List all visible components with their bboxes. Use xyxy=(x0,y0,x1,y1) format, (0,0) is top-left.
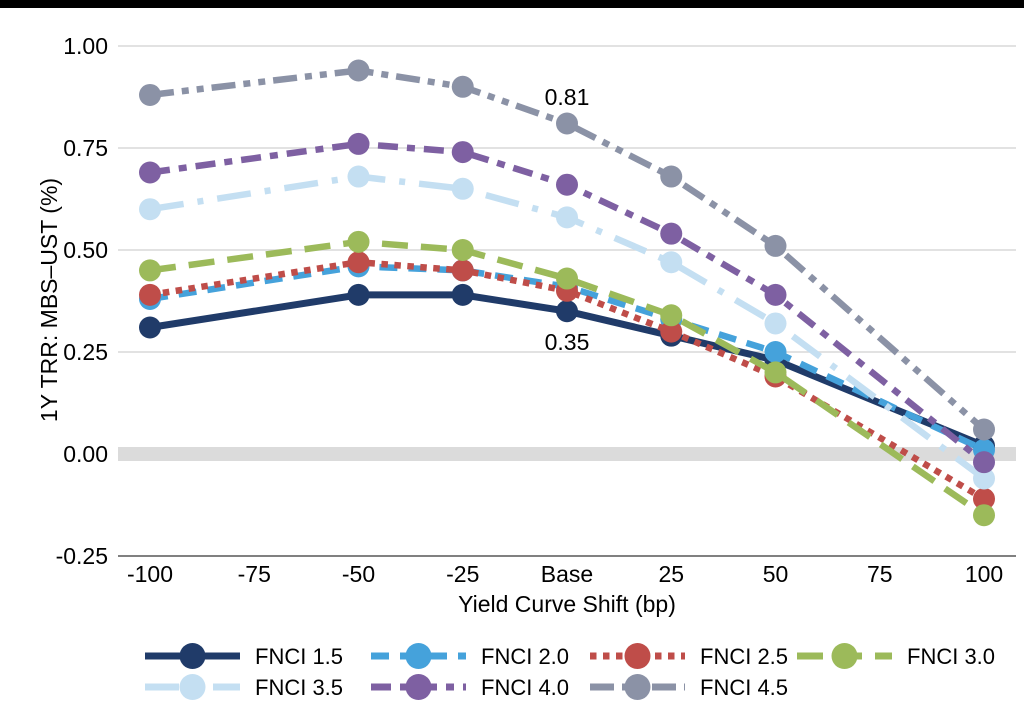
series-marker-fnci-4-5 xyxy=(451,75,474,98)
series-marker-fnci-1-5 xyxy=(556,300,578,323)
series-marker-fnci-2-5 xyxy=(347,251,370,274)
series-marker-fnci-4-5 xyxy=(973,418,995,441)
series-marker-fnci-4-0 xyxy=(764,283,787,306)
legend-label-fnci-4-5: FNCI 4.5 xyxy=(700,675,788,700)
series-marker-fnci-3-0 xyxy=(660,304,683,327)
x-tick-label: Base xyxy=(541,561,593,587)
legend-swatch-marker-fnci-1-5 xyxy=(179,643,206,669)
series-marker-fnci-3-0 xyxy=(139,259,161,282)
legend-swatch-marker-fnci-4-0 xyxy=(405,674,432,700)
y-tick-label: 0.75 xyxy=(63,135,108,161)
legend-swatch-marker-fnci-2-5 xyxy=(624,643,651,669)
series-marker-fnci-3-0 xyxy=(973,504,995,527)
x-tick-label: -50 xyxy=(342,561,375,587)
y-tick-label: -0.25 xyxy=(56,543,108,569)
series-marker-fnci-4-0 xyxy=(556,173,578,196)
series-marker-fnci-3-0 xyxy=(347,230,370,253)
x-tick-label: 25 xyxy=(658,561,684,587)
series-marker-fnci-2-5 xyxy=(660,320,683,343)
series-marker-fnci-4-5 xyxy=(347,59,370,82)
data-label: 0.35 xyxy=(545,329,590,355)
series-marker-fnci-3-0 xyxy=(451,239,474,261)
series-marker-fnci-2-5 xyxy=(973,487,995,510)
series-marker-fnci-4-0 xyxy=(347,132,370,155)
series-marker-fnci-4-5 xyxy=(139,83,161,106)
y-tick-label: 0.50 xyxy=(63,237,108,263)
legend-label-fnci-2-5: FNCI 2.5 xyxy=(700,644,788,669)
zero-line-band xyxy=(118,447,1016,461)
legend-label-fnci-4-0: FNCI 4.0 xyxy=(481,675,569,700)
data-label: 0.81 xyxy=(545,84,590,110)
y-tick-label: 0.25 xyxy=(63,339,108,365)
series-marker-fnci-3-5 xyxy=(139,198,161,221)
legend-swatch-marker-fnci-2-0 xyxy=(405,643,432,669)
series-marker-fnci-2-5 xyxy=(139,283,161,306)
series-marker-fnci-3-5 xyxy=(451,177,474,200)
top-border-bar xyxy=(0,0,1024,8)
legend-swatch-marker-fnci-3-0 xyxy=(831,643,858,669)
series-marker-fnci-4-0 xyxy=(973,451,995,474)
x-tick-label: 100 xyxy=(965,561,1003,587)
series-marker-fnci-2-0 xyxy=(764,341,787,363)
legend-swatch-marker-fnci-3-5 xyxy=(179,674,206,700)
series-marker-fnci-3-0 xyxy=(764,361,787,384)
legend-label-fnci-3-5: FNCI 3.5 xyxy=(255,675,343,700)
legend-label-fnci-2-0: FNCI 2.0 xyxy=(481,644,569,669)
y-tick-label: 0.00 xyxy=(63,441,108,467)
series-marker-fnci-4-5 xyxy=(556,112,578,135)
series-marker-fnci-4-0 xyxy=(660,222,683,245)
x-axis-title: Yield Curve Shift (bp) xyxy=(458,591,676,617)
series-marker-fnci-3-5 xyxy=(347,165,370,188)
series-marker-fnci-4-0 xyxy=(139,161,161,184)
series-marker-fnci-3-5 xyxy=(764,312,787,335)
x-tick-label: -25 xyxy=(446,561,479,587)
y-tick-label: 1.00 xyxy=(63,33,108,59)
legend-label-fnci-1-5: FNCI 1.5 xyxy=(255,644,343,669)
series-marker-fnci-3-5 xyxy=(660,251,683,274)
series-marker-fnci-4-5 xyxy=(764,234,787,257)
legend-label-fnci-3-0: FNCI 3.0 xyxy=(907,644,995,669)
series-marker-fnci-1-5 xyxy=(347,283,370,306)
series-marker-fnci-4-0 xyxy=(451,141,474,164)
y-axis-title: 1Y TRR: MBS–UST (%) xyxy=(36,178,62,422)
series-marker-fnci-1-5 xyxy=(451,283,474,306)
series-marker-fnci-3-5 xyxy=(973,467,995,490)
x-tick-label: -100 xyxy=(127,561,173,587)
series-marker-fnci-3-5 xyxy=(556,206,578,229)
series-marker-fnci-1-5 xyxy=(139,316,161,339)
series-marker-fnci-3-0 xyxy=(556,267,578,290)
x-tick-label: 50 xyxy=(763,561,789,587)
series-marker-fnci-4-5 xyxy=(660,165,683,188)
x-tick-label: -75 xyxy=(238,561,271,587)
x-tick-label: 75 xyxy=(867,561,893,587)
legend-swatch-marker-fnci-4-5 xyxy=(624,674,651,700)
series-marker-fnci-2-5 xyxy=(451,259,474,282)
